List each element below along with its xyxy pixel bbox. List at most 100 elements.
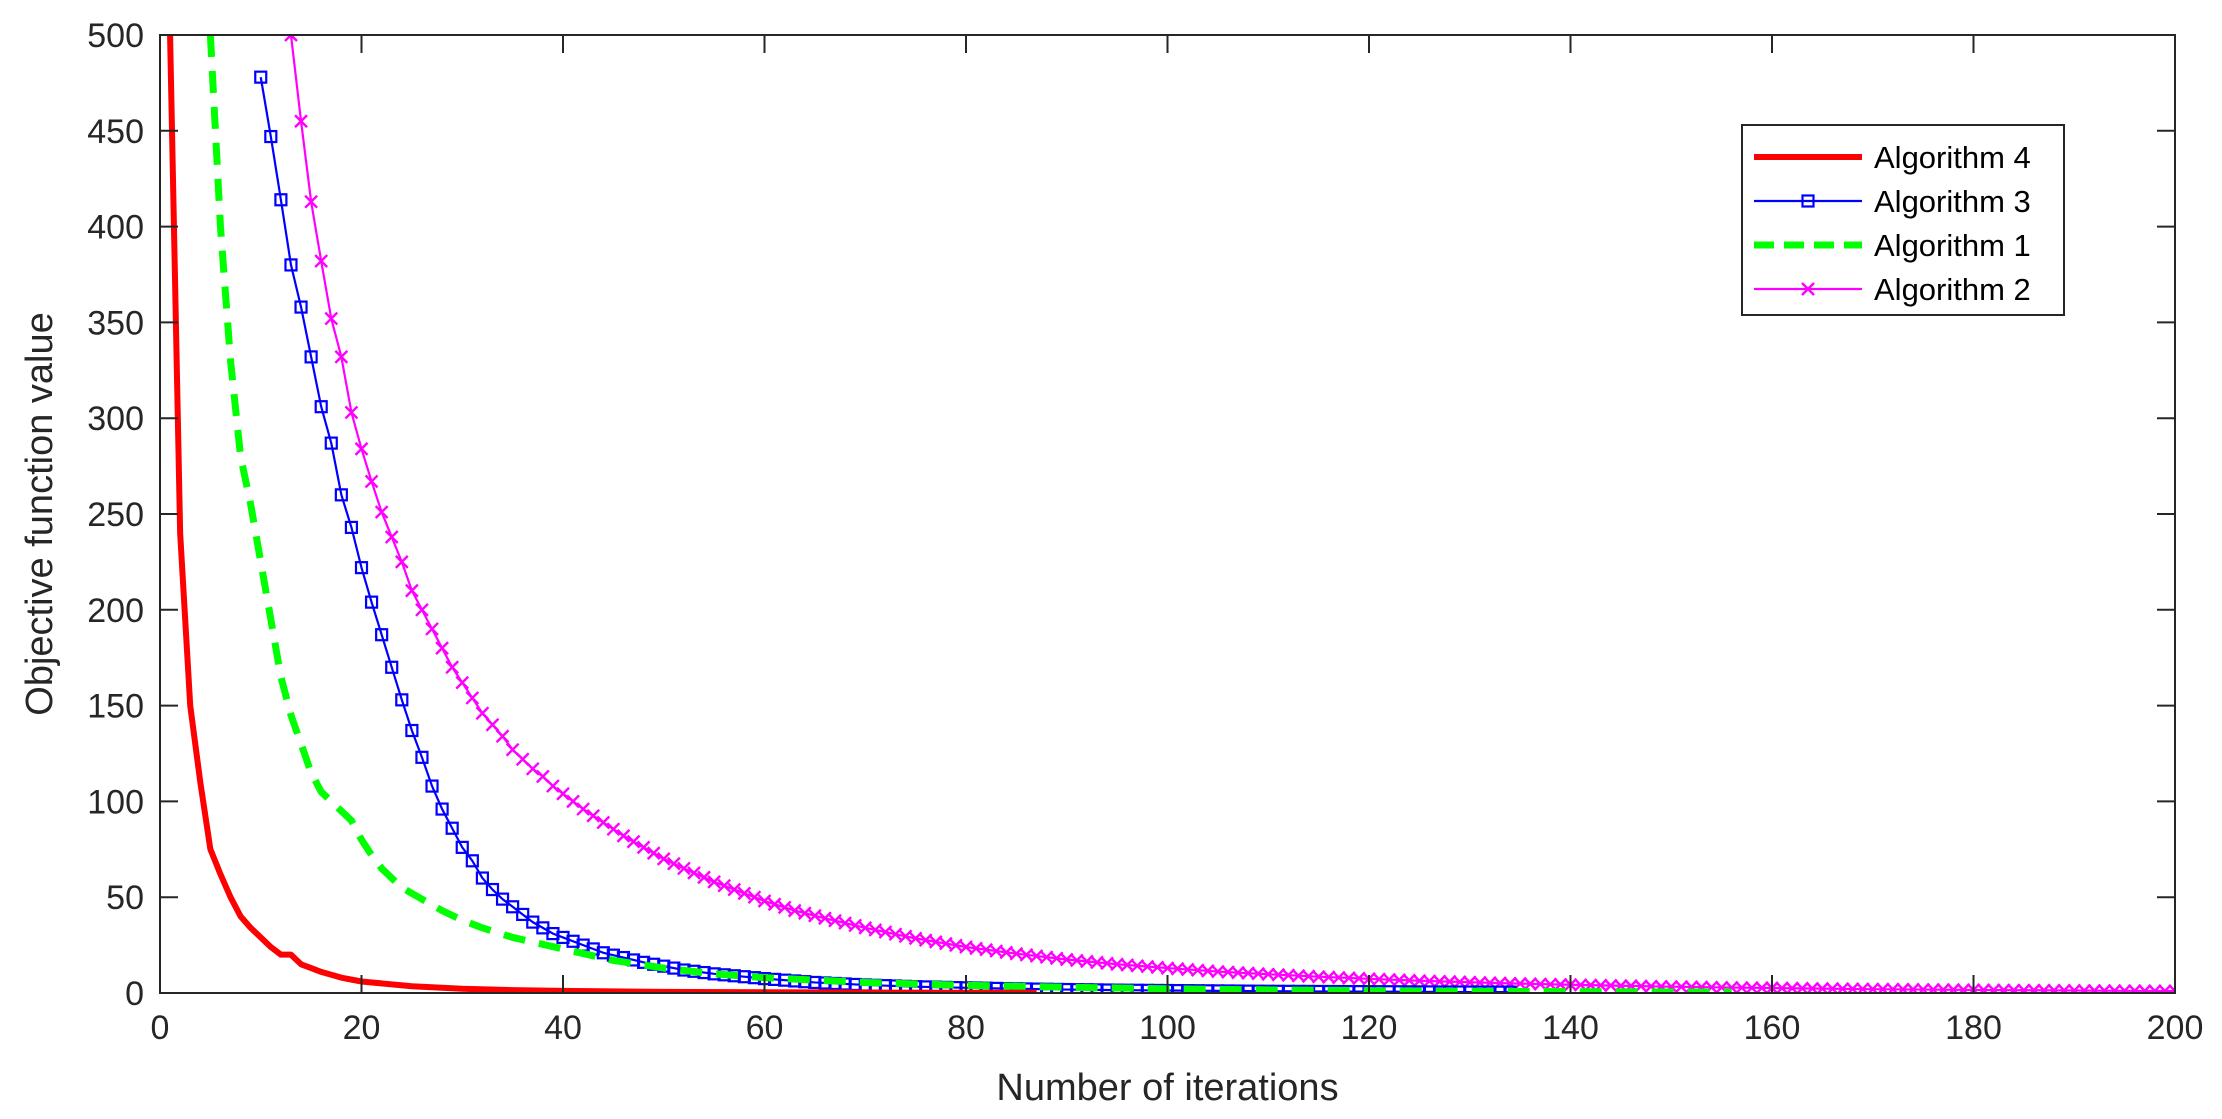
y-tick-label: 350 — [87, 304, 144, 342]
y-tick-label: 250 — [87, 496, 144, 534]
algorithm-2-point — [1674, 979, 1689, 993]
algorithm-2-point — [717, 878, 732, 893]
algorithm-2-point — [616, 829, 631, 843]
x-tick-label: 180 — [1945, 1009, 2002, 1047]
algorithm-2-point — [656, 852, 671, 866]
algorithm-2-point — [878, 925, 893, 939]
algorithm-3-point — [506, 900, 520, 914]
algorithm-2-point — [2148, 984, 2162, 993]
algorithm-2-point — [435, 641, 449, 655]
algorithm-3-point — [304, 350, 318, 364]
algorithm-2-point — [445, 660, 460, 675]
legend-algorithm-3-point — [1801, 194, 1815, 208]
algorithm-2-point — [797, 906, 812, 921]
y-tick-label: 100 — [87, 783, 144, 821]
x-tick-label: 60 — [746, 1009, 784, 1047]
algorithm-2-point — [1603, 978, 1618, 993]
algorithm-2-point — [294, 114, 308, 129]
x-tick-label: 20 — [343, 1009, 381, 1047]
algorithm-2-point — [364, 474, 379, 489]
algorithm-2-point — [1906, 982, 1920, 993]
algorithm-2-point — [1896, 982, 1910, 993]
series-algorithm-3 — [254, 70, 1517, 993]
legend-algorithm-2-point — [1801, 282, 1815, 296]
algorithm-2-point — [1996, 983, 2011, 993]
algorithm-2-point — [374, 505, 389, 519]
series-line-algorithm-4 — [167, 35, 1037, 993]
algorithm-2-point — [2017, 983, 2031, 993]
series-layer — [167, 35, 2175, 993]
algorithm-2-point — [848, 918, 863, 933]
x-tick-label: 120 — [1341, 1009, 1398, 1047]
algorithm-2-point — [324, 311, 339, 326]
algorithm-2-point — [2158, 984, 2172, 993]
algorithm-2-point — [1956, 983, 1971, 993]
algorithm-2-point — [2097, 983, 2112, 993]
legend-item-algorithm-3: Algorithm 3 — [1754, 184, 2031, 219]
algorithm-2-point — [888, 927, 903, 942]
algorithm-2-point — [697, 870, 711, 885]
algorithm-2-point — [525, 761, 540, 776]
algorithm-2-point — [2047, 983, 2061, 993]
algorithm-2-point — [415, 602, 429, 617]
algorithm-2-point — [344, 405, 359, 420]
algorithm-2-point — [566, 794, 580, 809]
axes-layer: 0 20 40 60 80 100 120 140 160 180 200 0 50 100 150 200 2… — [19, 17, 2203, 1109]
algorithm-3-point — [465, 854, 479, 868]
algorithm-2-point — [1946, 982, 1961, 993]
legend-label: Algorithm 2 — [1874, 272, 2031, 307]
algorithm-2-point — [596, 815, 611, 830]
algorithm-2-point — [2006, 983, 2021, 993]
algorithm-3-point — [344, 520, 359, 535]
x-tick-label: 140 — [1542, 1009, 1599, 1047]
algorithm-2-point — [425, 622, 439, 636]
algorithm-2-point — [314, 254, 329, 268]
algorithm-2-point — [2107, 983, 2122, 993]
algorithm-2-point — [2137, 984, 2152, 993]
y-tick-label: 500 — [87, 17, 144, 55]
algorithm-2-point — [485, 717, 500, 732]
algorithm-2-point — [727, 882, 742, 897]
y-tick-label: 150 — [87, 688, 144, 726]
algorithm-2-point — [687, 866, 701, 880]
algorithm-3-point — [284, 258, 298, 272]
algorithm-2-point — [1926, 982, 1941, 993]
series-line-algorithm-3 — [259, 76, 1511, 993]
algorithm-2-point — [465, 691, 480, 705]
series-line-algorithm-1 — [206, 35, 1732, 993]
algorithm-2-point — [556, 786, 570, 801]
algorithm-2-point — [828, 913, 842, 928]
algorithm-2-point — [818, 911, 832, 926]
algorithm-3-point — [375, 628, 389, 642]
algorithm-3-point — [264, 129, 278, 144]
series-algorithm-1 — [206, 35, 1732, 993]
algorithm-3-point — [495, 892, 510, 906]
x-tick-label: 40 — [544, 1009, 582, 1047]
algorithm-2-point — [495, 729, 510, 744]
algorithm-3-point — [455, 840, 469, 854]
x-tick-label: 160 — [1744, 1009, 1801, 1047]
algorithm-3-point — [405, 723, 419, 738]
algorithm-2-point — [576, 802, 590, 816]
y-axis-label: Objective function value — [19, 312, 61, 715]
algorithm-2-point — [666, 856, 681, 871]
algorithm-2-point — [1523, 976, 1538, 991]
legend-item-algorithm-4: Algorithm 4 — [1754, 140, 2031, 175]
algorithm-3-point — [385, 660, 399, 674]
legend-item-algorithm-1: Algorithm 1 — [1754, 228, 2031, 263]
algorithm-2-point — [354, 442, 369, 456]
algorithm-2-point — [606, 822, 621, 837]
algorithm-2-point — [2117, 983, 2132, 993]
algorithm-2-point — [1734, 980, 1749, 993]
legend-item-algorithm-2: Algorithm 2 — [1754, 272, 2031, 307]
algorithm-2-point — [2087, 983, 2102, 993]
algorithm-2-point — [1916, 982, 1930, 993]
algorithm-2-point — [808, 908, 822, 923]
algorithm-2-point — [868, 923, 883, 937]
algorithm-3-point — [364, 595, 379, 609]
algorithm-3-point — [314, 400, 328, 414]
algorithm-2-point — [1936, 982, 1951, 993]
algorithm-3-point — [294, 300, 308, 314]
algorithm-2-point — [737, 886, 752, 901]
algorithm-2-point — [1745, 980, 1759, 993]
